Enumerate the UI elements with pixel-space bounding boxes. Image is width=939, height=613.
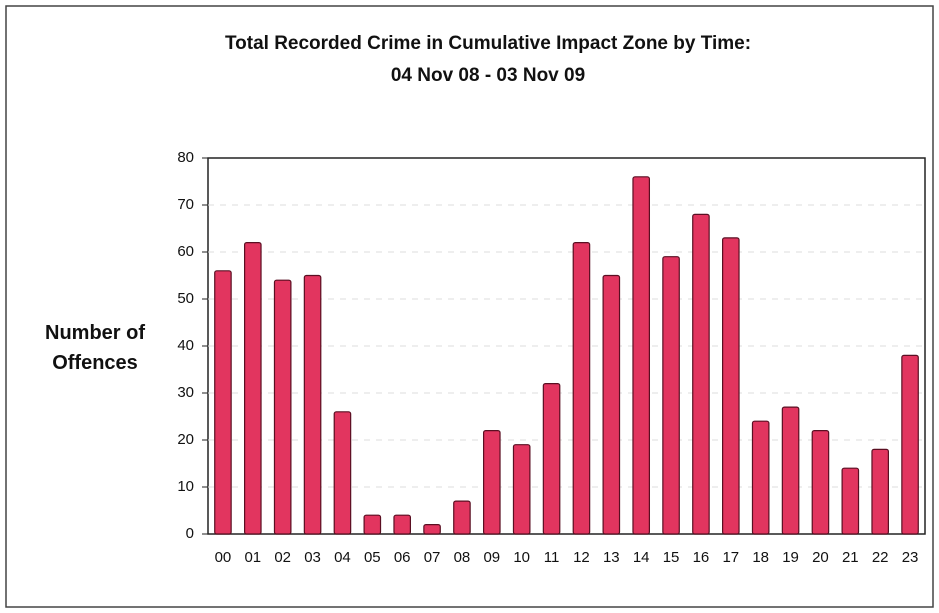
x-tick-label: 12 [573, 549, 590, 566]
y-tick-label: 60 [177, 243, 194, 260]
bar [363, 514, 382, 535]
x-tick-label: 08 [454, 549, 471, 566]
x-tick-label: 23 [902, 549, 919, 566]
chart-subtitle: 04 Nov 08 - 03 Nov 09 [391, 65, 585, 86]
x-tick-label: 00 [215, 549, 232, 566]
bar [273, 279, 292, 535]
bar [512, 444, 531, 535]
x-tick-label: 15 [663, 549, 680, 566]
x-tick-label: 14 [633, 549, 650, 566]
bar [721, 237, 740, 535]
bar [542, 383, 561, 535]
x-tick-label: 20 [812, 549, 829, 566]
x-tick-label: 17 [722, 549, 739, 566]
bar [393, 514, 412, 535]
bar [781, 406, 800, 535]
bar [423, 523, 441, 535]
x-tick-label: 19 [782, 549, 799, 566]
x-tick-label: 05 [364, 549, 381, 566]
bar [482, 430, 501, 535]
x-tick-label: 18 [752, 549, 769, 566]
x-tick-label: 03 [304, 549, 321, 566]
x-tick-label: 06 [394, 549, 411, 566]
x-tick-label: 22 [872, 549, 889, 566]
y-axis-label: Number of Offences [45, 322, 145, 374]
x-tick-label: 16 [693, 549, 710, 566]
bar [871, 448, 890, 535]
x-tick-label: 11 [544, 549, 560, 566]
y-tick-label: 40 [177, 337, 194, 354]
chart-frame [5, 5, 934, 608]
y-tick-label: 0 [186, 525, 194, 542]
y-tick-label: 70 [177, 196, 194, 213]
bar [602, 274, 621, 535]
x-tick-label: 07 [424, 549, 441, 566]
bar [841, 467, 860, 535]
bar [662, 256, 680, 535]
x-tick-label: 13 [603, 549, 620, 566]
bar [811, 430, 830, 535]
bar [751, 420, 770, 535]
y-tick-label: 30 [177, 384, 194, 401]
x-tick-label: 09 [483, 549, 500, 566]
bar [901, 354, 919, 535]
bar [303, 274, 322, 535]
x-tick-label: 01 [244, 549, 261, 566]
chart-title: Total Recorded Crime in Cumulative Impac… [225, 33, 751, 54]
bar [243, 242, 262, 535]
x-tick-label: 02 [274, 549, 291, 566]
x-tick-label: 10 [513, 549, 530, 566]
x-tick-label: 21 [842, 549, 859, 566]
plot-area [207, 157, 926, 535]
bar [692, 213, 710, 535]
y-tick-label: 50 [177, 290, 194, 307]
bar [453, 500, 471, 535]
bar [333, 411, 352, 535]
y-tick-label: 20 [177, 431, 194, 448]
y-tick-label: 10 [177, 478, 194, 495]
y-tick-label: 80 [177, 149, 194, 166]
bar [572, 242, 591, 535]
bar [632, 176, 651, 535]
bar [214, 270, 232, 535]
x-tick-label: 04 [334, 549, 351, 566]
